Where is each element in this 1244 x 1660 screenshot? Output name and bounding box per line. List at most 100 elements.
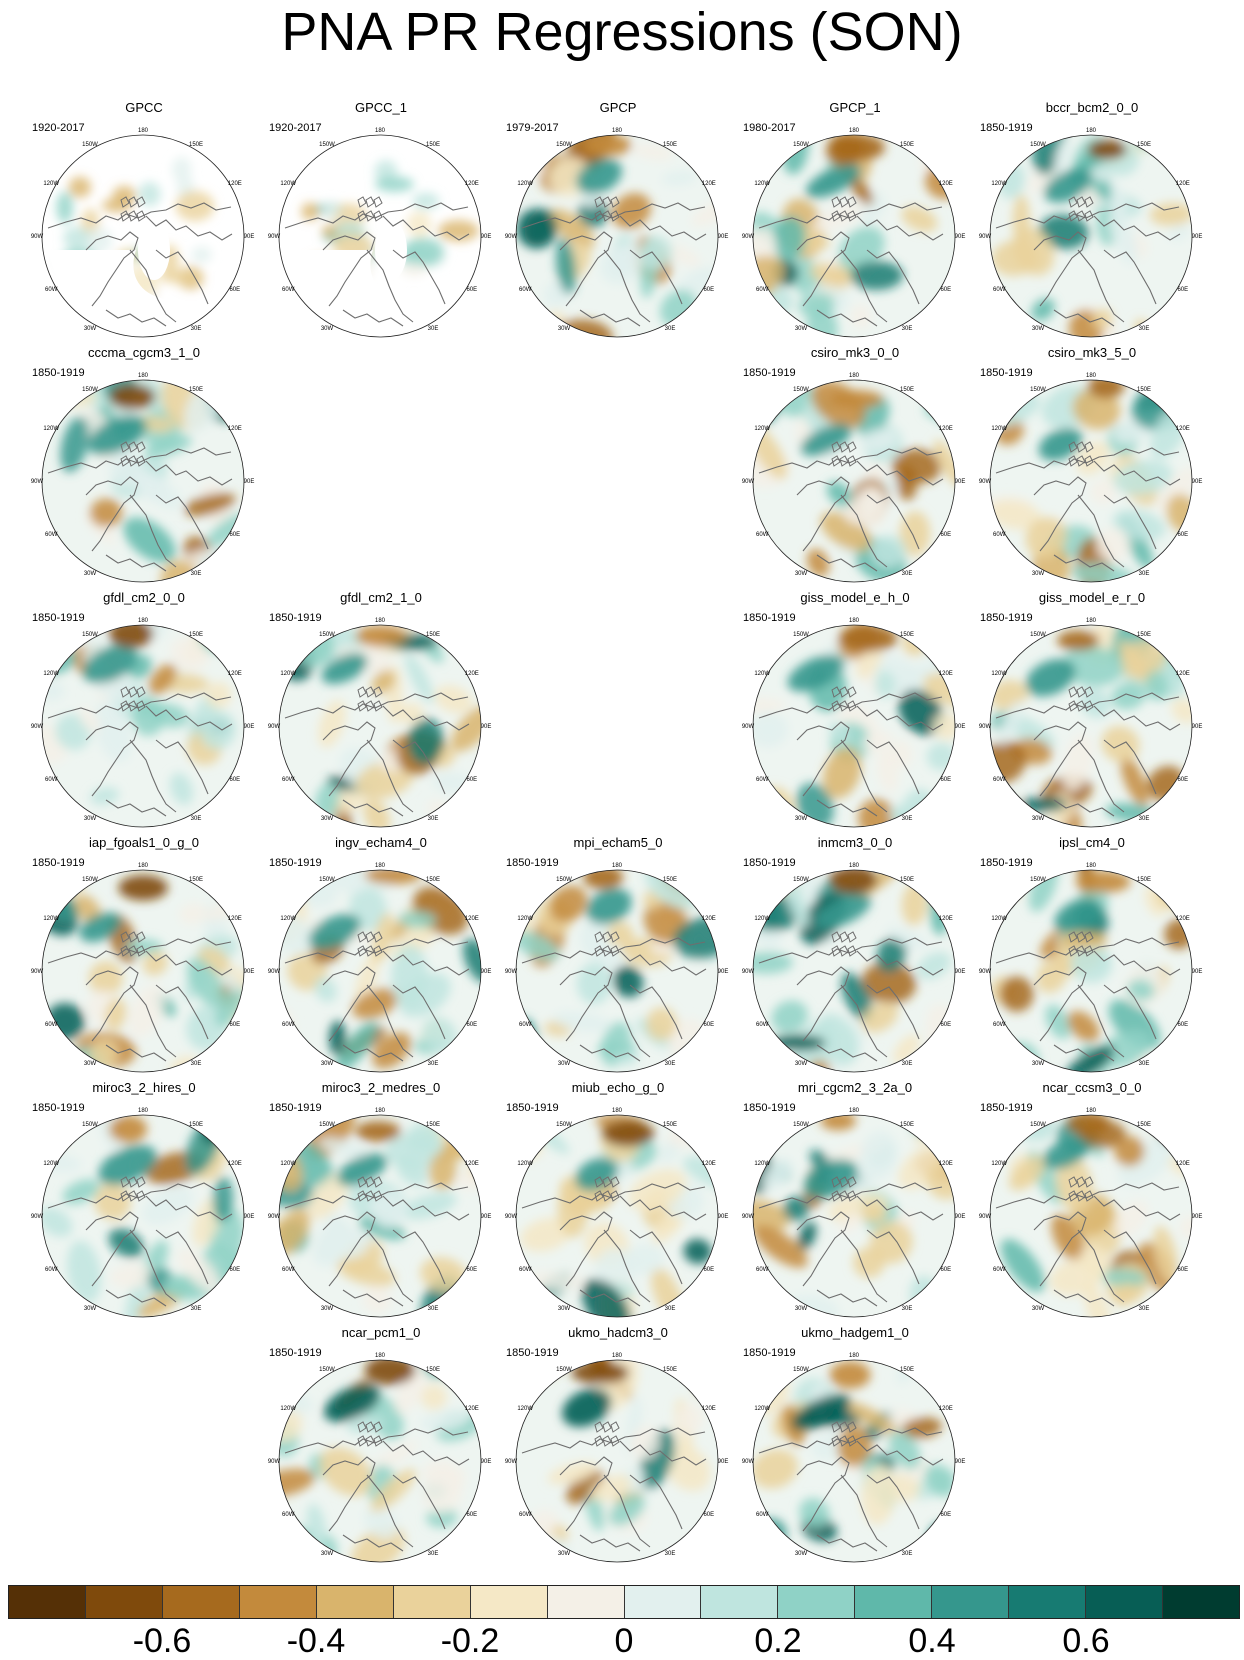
longitude-label: 30W (795, 1061, 808, 1067)
map-border (752, 1359, 956, 1563)
longitude-label: 180 (138, 128, 149, 134)
longitude-label: 30E (191, 571, 202, 577)
longitude-label: 120W (280, 1161, 296, 1167)
longitude-label: 30W (795, 1551, 808, 1557)
longitude-label: 30E (428, 326, 439, 332)
longitude-label: 150W (319, 1367, 335, 1373)
panel-title: gfdl_cm2_0_0 (103, 590, 185, 605)
longitude-label: 150W (1030, 387, 1046, 393)
panel-period: 1850-1919 (32, 367, 85, 379)
colorbar-tick-label: -0.2 (440, 1622, 500, 1660)
polar-map: 180150E120E90E60E30E030W60W90W120W150W (268, 128, 491, 338)
longitude-label: 120E (465, 916, 479, 922)
map-border (278, 1359, 482, 1563)
field-anomalies (279, 625, 481, 827)
map-panel: giss_model_e_r_0 1850-1919 180 150E 120E 90E 6… (974, 590, 1210, 830)
longitude-label: 90E (244, 724, 255, 730)
polar-map: 180150E120E90E60E30E030W60W90W120W150W (268, 1108, 491, 1318)
coastlines (758, 196, 944, 327)
map-panel: miub_echo_g_0 1850-1919 180 150E 120E 90E 60E 3… (500, 1080, 736, 1320)
map-panel: GPCC1920-2017180150E120E90E60E30E030W60W… (26, 100, 262, 340)
longitude-label: 60W (756, 1267, 769, 1273)
longitude-label: 30W (1032, 1061, 1045, 1067)
longitude-label: 150W (82, 387, 98, 393)
longitude-label: 30W (321, 816, 334, 822)
longitude-label: 120W (991, 181, 1007, 187)
longitude-label: 180 (138, 863, 149, 869)
longitude-label: 150E (426, 142, 440, 148)
map-panel: GPCP1979-2017180150E120E90E60E30E030W60W… (500, 100, 736, 340)
map-border (41, 134, 245, 338)
longitude-label: 120E (939, 916, 953, 922)
longitude-label: 90W (268, 724, 281, 730)
field-anomalies (753, 870, 955, 1072)
longitude-label: 30E (665, 1306, 676, 1312)
longitude-label: 90E (955, 1214, 966, 1220)
longitude-label: 180 (612, 128, 623, 134)
polar-map: 180150E120E90E60E30E030W60W90W120W150W (505, 863, 728, 1073)
longitude-label: 30E (191, 816, 202, 822)
map-border (989, 624, 1193, 828)
coastlines (758, 931, 944, 1062)
longitude-label: 90E (955, 1459, 966, 1465)
longitude-label: 180 (375, 618, 386, 624)
polar-map: 180150E120E90E60E30E030W60W90W120W150W (31, 1108, 254, 1318)
longitude-label: 60W (993, 532, 1006, 538)
longitude-label: 150W (319, 877, 335, 883)
panel-period: 1979-2017 (506, 122, 559, 134)
longitude-label: 30E (1139, 1061, 1150, 1067)
colorbar-swatch (855, 1586, 933, 1618)
panel-title: GPCP (599, 100, 637, 115)
longitude-label: 120E (1176, 426, 1190, 432)
longitude-label: 90E (1192, 479, 1203, 485)
colorbar-swatch (85, 1586, 163, 1618)
longitude-label: 120E (465, 1406, 479, 1412)
longitude-label: 120E (939, 1161, 953, 1167)
longitude-label: 30W (321, 1551, 334, 1557)
longitude-label: 60W (282, 287, 295, 293)
panel-title: mri_cgcm2_3_2a_0 (797, 1080, 913, 1095)
longitude-label: 150E (1137, 1122, 1151, 1128)
longitude-label: 90W (979, 234, 992, 240)
longitude-label: 90W (979, 479, 992, 485)
longitude-label: 150W (82, 142, 98, 148)
longitude-label: 90W (979, 1214, 992, 1220)
map-panel: csiro_mk3_5_0 1850-1919 180 150E 120E 90E 60E 3… (974, 345, 1210, 585)
map-border (41, 1114, 245, 1318)
longitude-label: 150E (426, 1122, 440, 1128)
longitude-label: 120E (1176, 916, 1190, 922)
longitude-label: 120E (702, 1406, 716, 1412)
longitude-label: 120W (43, 916, 59, 922)
longitude-label: 150E (1137, 632, 1151, 638)
longitude-label: 120W (280, 1406, 296, 1412)
longitude-label: 150E (189, 877, 203, 883)
longitude-label: 150W (793, 142, 809, 148)
longitude-label: 60E (940, 532, 951, 538)
longitude-label: 150W (793, 877, 809, 883)
longitude-label: 120E (939, 181, 953, 187)
longitude-label: 120W (280, 181, 296, 187)
coastlines (758, 686, 944, 817)
map-background (516, 1115, 718, 1317)
longitude-label: 90E (244, 969, 255, 975)
longitude-label: 60W (282, 777, 295, 783)
longitude-label: 60E (703, 1512, 714, 1518)
map-panel: ukmo_hadcm3_0 1850-1919 180 150E 120E 90E 60E 3… (500, 1325, 736, 1565)
longitude-label: 60E (940, 777, 951, 783)
longitude-label: 120W (754, 671, 770, 677)
colorbar-swatch (393, 1586, 471, 1618)
longitude-label: 60W (45, 777, 58, 783)
map-panel: bccr_bcm2_0_0 1850-1919 180 150E 120E 90E 60E 3… (974, 100, 1210, 340)
longitude-label: 60W (993, 777, 1006, 783)
panel-title: ncar_ccsm3_0_0 (1042, 1080, 1142, 1095)
longitude-label: 60E (940, 1267, 951, 1273)
panel-period: 1850-1919 (269, 857, 322, 869)
map-border (41, 624, 245, 828)
panel-title: ukmo_hadgem1_0 (801, 1325, 909, 1340)
longitude-label: 30E (1139, 816, 1150, 822)
longitude-label: 90W (31, 1214, 44, 1220)
longitude-label: 90W (268, 969, 281, 975)
longitude-label: 150E (900, 387, 914, 393)
panel-period: 1920-2017 (32, 122, 85, 134)
polar-map: 180150E120E90E60E30E030W60W90W120W150W (505, 1108, 728, 1318)
